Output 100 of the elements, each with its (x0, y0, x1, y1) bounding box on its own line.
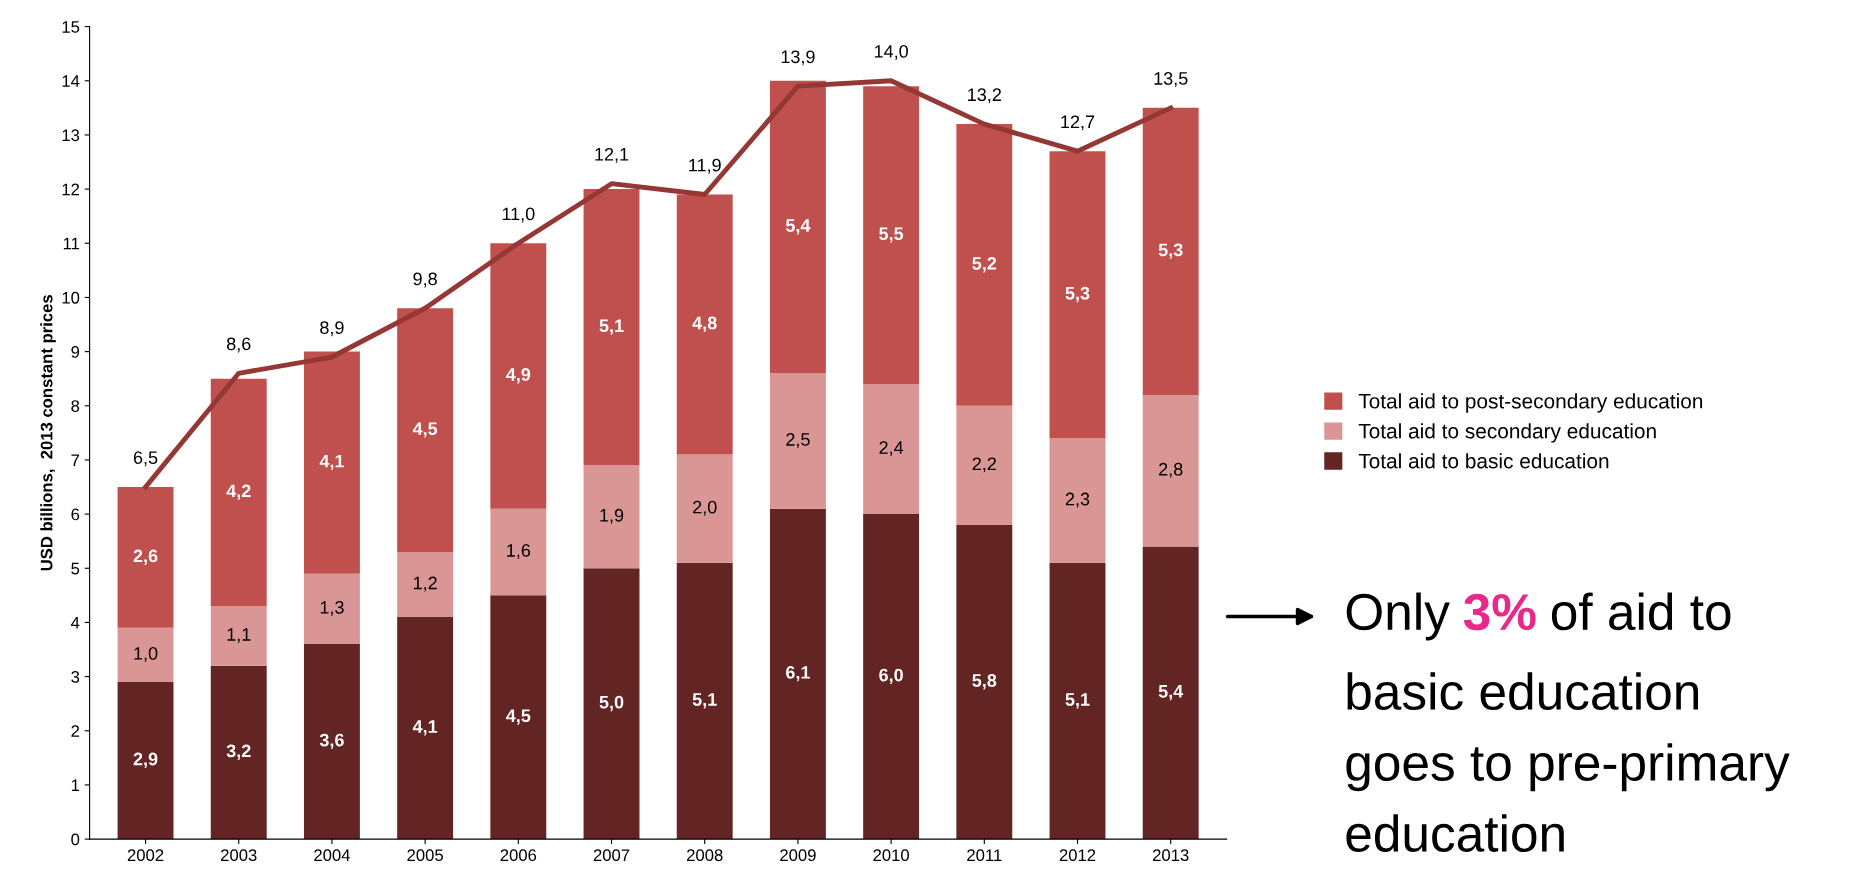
bar (490, 508, 547, 596)
data-label: 4,9 (506, 368, 531, 384)
data-label: 9,8 (413, 272, 437, 288)
data-label: 4,1 (319, 454, 344, 471)
bar (956, 405, 1013, 525)
data-label: 2,6 (133, 549, 158, 565)
data-label: 5,5 (879, 227, 904, 243)
bar (210, 378, 267, 607)
x-tick-label: 2011 (967, 849, 1002, 862)
bar (210, 665, 267, 840)
data-label: 13,5 (1154, 72, 1188, 87)
data-label: 6,0 (879, 668, 903, 685)
legend-label: Total aid to secondary education (1358, 423, 1656, 443)
bar (769, 508, 826, 840)
y-tick-label: 4 (71, 617, 80, 629)
text: education (1346, 814, 1564, 853)
x-tick-label: 2012 (1059, 849, 1096, 862)
bar (583, 189, 640, 466)
text: basic education (1347, 672, 1699, 711)
data-label: 1,6 (507, 544, 531, 559)
x-tick-label: 2008 (687, 849, 723, 862)
bar (769, 373, 826, 509)
y-tick-label: 15 (62, 21, 80, 33)
bar (583, 568, 640, 840)
data-label: 4,5 (412, 422, 438, 438)
y-axis-title: USD billions, 2013 constant prices (40, 295, 56, 571)
x-tick-label: 2010 (873, 849, 909, 862)
y-tick-label: 6 (71, 508, 80, 521)
y-tick-label: 3 (71, 671, 80, 683)
bar (397, 552, 454, 618)
bar (303, 573, 360, 645)
bar (956, 124, 1013, 406)
data-label: 5,1 (599, 319, 624, 335)
legend-label: Total aid to post-secondary education (1358, 393, 1703, 413)
bar (676, 194, 733, 455)
data-label: 3,2 (226, 744, 251, 760)
data-label: 5,0 (599, 695, 624, 712)
data-label: 1,0 (134, 647, 158, 662)
legend-label: Total aid to basic education (1358, 453, 1609, 469)
bar (303, 644, 360, 840)
bar (1142, 546, 1199, 840)
text: goes to pre-primary (1346, 743, 1790, 792)
bar (1049, 151, 1106, 439)
bar (1049, 438, 1106, 563)
y-tick-label: 5 (71, 562, 80, 575)
bar (490, 595, 547, 840)
bar (676, 454, 733, 563)
data-label: 12,7 (1061, 115, 1095, 131)
bar (210, 606, 267, 666)
data-label: 1,3 (320, 600, 344, 616)
x-tick-label: 2007 (593, 849, 630, 862)
data-label: 4,1 (412, 720, 438, 736)
y-tick-label: 0 (71, 833, 80, 846)
data-label: 5,1 (1065, 693, 1090, 709)
data-label: 4,5 (506, 709, 531, 725)
data-label: 2,9 (133, 752, 158, 769)
data-label: 1,2 (413, 576, 437, 592)
data-label: 3,6 (319, 733, 344, 750)
data-label: 8,9 (320, 321, 344, 337)
data-label: 11,0 (502, 207, 535, 223)
x-tick-label: 2009 (780, 849, 816, 862)
data-label: 2,4 (879, 441, 904, 457)
bar (1049, 562, 1106, 840)
y-tick-label: 2 (71, 725, 80, 737)
data-label: 5,3 (1065, 286, 1090, 303)
data-label: 13,2 (968, 88, 1001, 104)
bar (117, 627, 174, 683)
data-label: 5,4 (1158, 685, 1184, 701)
bar (1142, 394, 1199, 547)
data-label: 5,4 (785, 219, 811, 235)
data-label: 2,2 (972, 457, 996, 473)
data-label: 8,6 (226, 337, 251, 353)
bar (303, 351, 360, 574)
text: Only (1346, 592, 1450, 641)
bar (863, 384, 920, 515)
bar (117, 487, 174, 628)
x-tick-label: 2004 (314, 849, 350, 862)
data-label: 2,8 (1159, 462, 1183, 478)
data-label: 1,9 (600, 508, 624, 524)
data-label: 5,1 (692, 693, 717, 709)
x-tick-label: 2006 (500, 849, 537, 862)
x-tick-label: 2003 (221, 849, 257, 862)
data-label: 14,0 (874, 44, 908, 60)
bar (956, 524, 1013, 840)
bar (676, 562, 733, 840)
x-tick-label: 2005 (407, 849, 443, 862)
bar (583, 465, 640, 569)
data-label: 2,3 (1065, 492, 1090, 508)
data-label: 5,2 (972, 257, 997, 273)
data-label: 11,9 (689, 158, 721, 174)
y-tick-label: 7 (71, 454, 80, 466)
bar (117, 682, 174, 840)
text: of aid to (1551, 592, 1731, 631)
bar (397, 308, 454, 553)
y-tick-label: 11 (63, 237, 80, 250)
x-tick-label: 2002 (127, 849, 164, 862)
data-label: 5,3 (1158, 243, 1183, 259)
bar (490, 243, 547, 509)
data-label: 12,1 (595, 147, 629, 163)
y-tick-label: 8 (71, 400, 80, 412)
